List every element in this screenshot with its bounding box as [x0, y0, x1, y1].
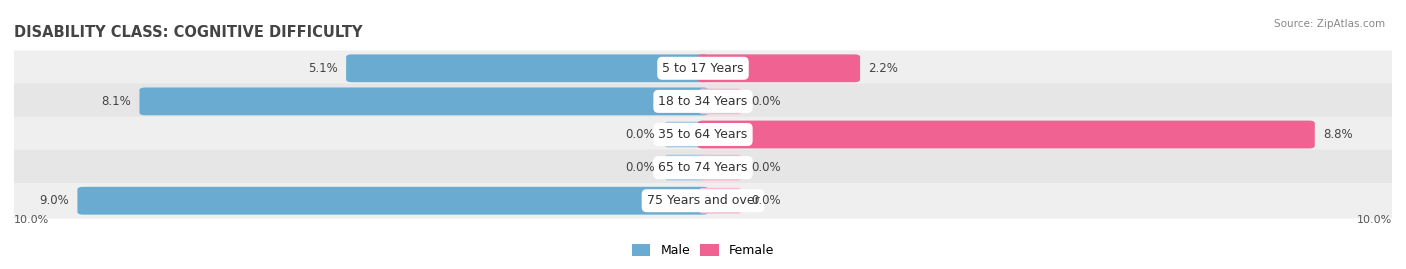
- Text: 18 to 34 Years: 18 to 34 Years: [658, 95, 748, 108]
- Text: 0.0%: 0.0%: [626, 128, 655, 141]
- FancyBboxPatch shape: [700, 155, 741, 180]
- Text: DISABILITY CLASS: COGNITIVE DIFFICULTY: DISABILITY CLASS: COGNITIVE DIFFICULTY: [14, 25, 363, 40]
- FancyBboxPatch shape: [77, 187, 709, 215]
- Text: 8.8%: 8.8%: [1323, 128, 1353, 141]
- Text: 0.0%: 0.0%: [751, 161, 780, 174]
- FancyBboxPatch shape: [346, 54, 709, 82]
- FancyBboxPatch shape: [4, 183, 1402, 219]
- Text: 8.1%: 8.1%: [101, 95, 131, 108]
- FancyBboxPatch shape: [4, 150, 1402, 186]
- Text: 75 Years and over: 75 Years and over: [647, 194, 759, 207]
- Legend: Male, Female: Male, Female: [631, 244, 775, 257]
- Text: 65 to 74 Years: 65 to 74 Years: [658, 161, 748, 174]
- FancyBboxPatch shape: [697, 121, 1315, 148]
- FancyBboxPatch shape: [665, 155, 706, 180]
- FancyBboxPatch shape: [4, 117, 1402, 152]
- FancyBboxPatch shape: [697, 54, 860, 82]
- FancyBboxPatch shape: [4, 50, 1402, 86]
- Text: Source: ZipAtlas.com: Source: ZipAtlas.com: [1274, 19, 1385, 29]
- FancyBboxPatch shape: [4, 83, 1402, 119]
- Text: 5.1%: 5.1%: [308, 62, 337, 75]
- FancyBboxPatch shape: [700, 89, 741, 114]
- Text: 10.0%: 10.0%: [14, 215, 49, 225]
- Text: 0.0%: 0.0%: [751, 194, 780, 207]
- Text: 10.0%: 10.0%: [1357, 215, 1392, 225]
- FancyBboxPatch shape: [139, 87, 709, 115]
- FancyBboxPatch shape: [665, 122, 706, 147]
- Text: 9.0%: 9.0%: [39, 194, 69, 207]
- Text: 2.2%: 2.2%: [869, 62, 898, 75]
- Text: 0.0%: 0.0%: [626, 161, 655, 174]
- Text: 35 to 64 Years: 35 to 64 Years: [658, 128, 748, 141]
- FancyBboxPatch shape: [700, 188, 741, 214]
- Text: 5 to 17 Years: 5 to 17 Years: [662, 62, 744, 75]
- Text: 0.0%: 0.0%: [751, 95, 780, 108]
